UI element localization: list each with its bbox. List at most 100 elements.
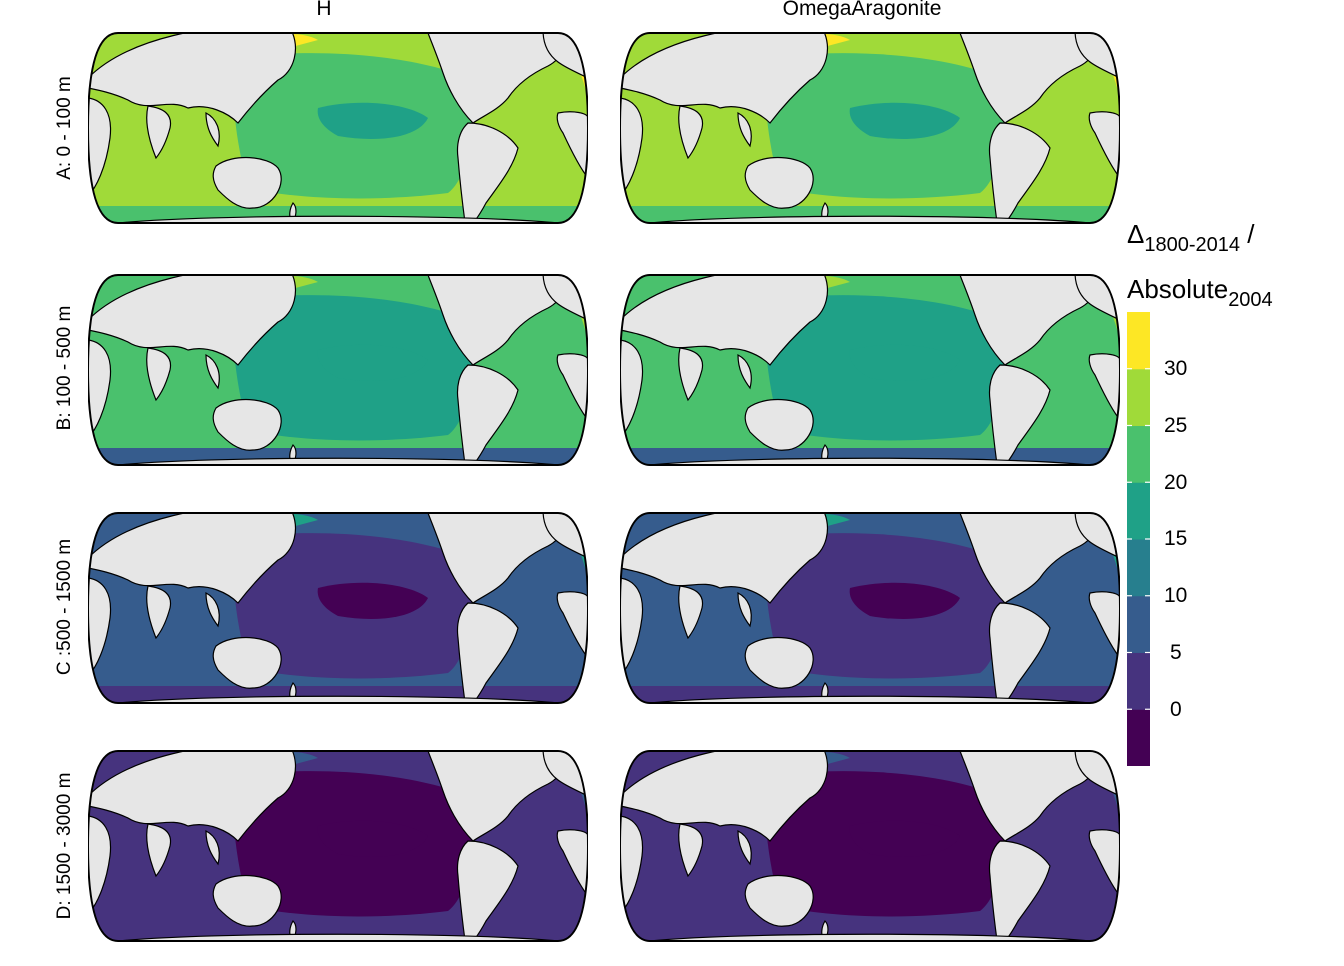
map-outline bbox=[620, 512, 1120, 704]
landmass-asia bbox=[620, 513, 829, 604]
landmass-australia bbox=[744, 636, 814, 689]
row-label-b: B: 100 - 500 m bbox=[54, 305, 75, 431]
landmass-asia bbox=[620, 33, 829, 124]
colorbar-tick-25: 25 bbox=[1164, 414, 1188, 437]
landmass-india bbox=[678, 347, 704, 402]
landmass-africaR bbox=[556, 111, 588, 180]
map-outline bbox=[620, 750, 1120, 942]
map-panel-row2-h bbox=[88, 274, 588, 466]
row-label-d: D: 1500 - 3000 m bbox=[54, 772, 75, 920]
landmass-australia bbox=[744, 156, 814, 209]
ocean-field-center bbox=[317, 582, 428, 619]
colorbar bbox=[1127, 312, 1150, 766]
ocean-field-center bbox=[849, 582, 960, 619]
landmass-northAm bbox=[959, 751, 1096, 842]
legend-title-delta: Δ bbox=[1127, 219, 1145, 249]
legend-title-slash: / bbox=[1240, 219, 1255, 249]
colorbar-bin bbox=[1127, 425, 1150, 483]
landmass-indochina bbox=[737, 354, 752, 390]
legend-title-absolute: Absolute bbox=[1127, 274, 1229, 304]
landmass-antarctica bbox=[649, 695, 1091, 703]
map-outline bbox=[620, 274, 1120, 466]
ocean-field-highlight bbox=[268, 751, 588, 816]
row-label-c: C :500 - 1500 m bbox=[54, 538, 75, 676]
colorbar-tick-15: 15 bbox=[1164, 527, 1188, 550]
ocean-field-highlight bbox=[800, 33, 1120, 99]
landmass-india bbox=[146, 823, 172, 878]
landmass-india bbox=[678, 105, 704, 160]
colorbar-bin bbox=[1127, 595, 1150, 653]
map-panel-row4-h bbox=[88, 750, 588, 942]
ocean-field-highlight bbox=[268, 513, 588, 578]
landmass-africaR bbox=[1088, 111, 1120, 180]
landmass-africaR bbox=[1088, 591, 1120, 660]
ocean-field-highlight bbox=[268, 275, 588, 340]
landmass-asia bbox=[88, 33, 297, 124]
colorbar-bin bbox=[1127, 312, 1150, 370]
map-outline bbox=[88, 274, 588, 466]
map-panel-row1-h bbox=[88, 32, 588, 224]
landmass-antarctica bbox=[117, 695, 559, 703]
landmass-northAm bbox=[959, 33, 1096, 124]
landmass-antarctica bbox=[117, 933, 559, 941]
colorbar-bin bbox=[1127, 652, 1150, 710]
map-panel-row4-omega-aragonite bbox=[620, 750, 1120, 942]
landmass-antarctica bbox=[649, 933, 1091, 941]
ocean-field-highlight bbox=[800, 275, 1120, 340]
landmass-australia bbox=[212, 156, 282, 209]
landmass-india bbox=[146, 347, 172, 402]
column-title-omega-aragonite: OmegaAragonite bbox=[782, 0, 942, 20]
landmass-indochina bbox=[737, 830, 752, 866]
landmass-asia bbox=[620, 275, 829, 366]
ocean-field-center bbox=[849, 820, 960, 857]
row-label-a: A: 0 - 100 m bbox=[54, 76, 75, 180]
map-outline bbox=[88, 512, 588, 704]
landmass-africaR bbox=[1088, 353, 1120, 422]
landmass-antarctica bbox=[649, 215, 1091, 223]
colorbar-tick-30: 30 bbox=[1164, 357, 1188, 380]
landmass-india bbox=[146, 585, 172, 640]
landmass-australia bbox=[212, 874, 282, 927]
landmass-northAm bbox=[427, 513, 564, 604]
ocean-field-center bbox=[849, 344, 960, 381]
landmass-africaR bbox=[556, 829, 588, 898]
map-outline bbox=[620, 32, 1120, 224]
ocean-field-center bbox=[317, 102, 428, 139]
colorbar-bin bbox=[1127, 482, 1150, 540]
map-outline bbox=[88, 32, 588, 224]
ocean-field-center bbox=[317, 820, 428, 857]
colorbar-tick-20: 20 bbox=[1164, 471, 1188, 494]
column-title-h: H bbox=[316, 0, 332, 20]
landmass-northAm bbox=[959, 513, 1096, 604]
landmass-india bbox=[678, 823, 704, 878]
landmass-asia bbox=[88, 275, 297, 366]
landmass-asia bbox=[620, 751, 829, 842]
landmass-antarctica bbox=[117, 457, 559, 465]
colorbar-tick-0: 0 bbox=[1170, 698, 1182, 721]
landmass-antarctica bbox=[649, 457, 1091, 465]
landmass-northAm bbox=[427, 275, 564, 366]
colorbar-bin bbox=[1127, 709, 1150, 766]
landmass-indochina bbox=[205, 112, 220, 148]
landmass-indochina bbox=[737, 112, 752, 148]
landmass-australia bbox=[212, 398, 282, 451]
landmass-africaR bbox=[556, 353, 588, 422]
landmass-asia bbox=[88, 513, 297, 604]
ocean-field-center bbox=[849, 102, 960, 139]
map-outline bbox=[88, 750, 588, 942]
colorbar-tick-5: 5 bbox=[1170, 641, 1182, 664]
landmass-indochina bbox=[205, 830, 220, 866]
map-panel-row2-omega-aragonite bbox=[620, 274, 1120, 466]
landmass-indochina bbox=[205, 592, 220, 628]
colorbar-tick-10: 10 bbox=[1164, 584, 1188, 607]
map-panel-row3-h bbox=[88, 512, 588, 704]
landmass-india bbox=[678, 585, 704, 640]
ocean-field-highlight bbox=[800, 751, 1120, 816]
landmass-australia bbox=[744, 398, 814, 451]
ocean-field-highlight bbox=[268, 33, 588, 99]
legend-title: Δ1800-2014 / Absolute2004 bbox=[1127, 212, 1273, 322]
landmass-africaR bbox=[1088, 829, 1120, 898]
landmass-antarctica bbox=[117, 215, 559, 223]
ocean-field-highlight bbox=[800, 513, 1120, 578]
landmass-india bbox=[146, 105, 172, 160]
